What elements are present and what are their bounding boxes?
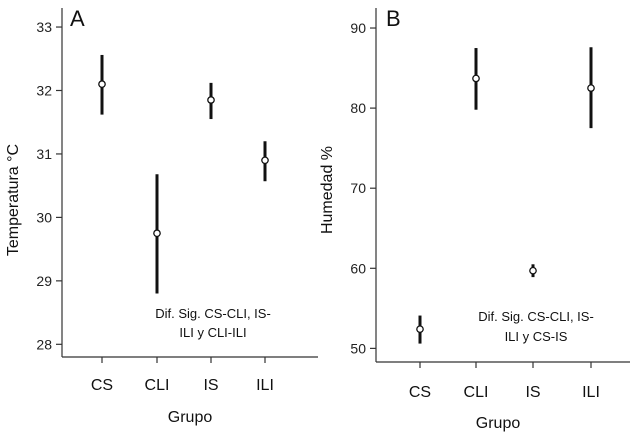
- a-annotation-line: Dif. Sig. CS-CLI, IS-: [155, 306, 271, 321]
- a-x-tick-label: IS: [203, 377, 218, 394]
- b-y-tick-label: 80: [350, 100, 366, 116]
- a-data-point: [207, 96, 215, 104]
- panel-a: 28 29 30 31 32 33 CS CLI IS ILI Grupo Temperatura °…: [5, 6, 318, 426]
- b-y-tick-label: 50: [350, 340, 366, 356]
- a-annotation-line: ILI y CLI-ILI: [179, 325, 246, 340]
- b-x-tick-label: ILI: [582, 384, 600, 401]
- b-data-point: [472, 74, 480, 83]
- b-panel-label: B: [386, 6, 401, 31]
- a-data-point: [153, 229, 161, 238]
- b-x-tick-label: CLI: [464, 384, 489, 401]
- b-data-point: [529, 266, 537, 275]
- a-y-tick-label: 30: [36, 209, 52, 225]
- a-y-axis-title: Temperatura °C: [5, 144, 22, 256]
- b-y-axis-title: Humedad %: [319, 146, 336, 234]
- b-y-tick-label: 60: [350, 260, 366, 276]
- a-y-tick-label: 31: [36, 146, 52, 162]
- a-data-point: [261, 156, 269, 165]
- a-y-tick-label: 28: [36, 336, 52, 352]
- a-x-tick-label: CS: [91, 377, 113, 394]
- a-y-tick-label: 29: [36, 273, 52, 289]
- b-y-tick-label: 70: [350, 180, 366, 196]
- b-y-tick-label: 90: [350, 20, 366, 36]
- a-x-tick-label: CLI: [145, 377, 170, 394]
- b-x-tick-label: IS: [525, 384, 540, 401]
- a-panel-label: A: [70, 6, 85, 31]
- a-y-tick-label: 32: [36, 82, 52, 98]
- b-data-point: [416, 325, 424, 334]
- panel-b: 50 60 70 80 90 CS CLI IS ILI Grupo Humedad % B Dif. …: [319, 6, 630, 432]
- b-annotation-line: ILI y CS-IS: [505, 329, 568, 344]
- a-x-tick-label: ILI: [256, 377, 274, 394]
- b-annotation-line: Dif. Sig. CS-CLI, IS-: [478, 309, 594, 324]
- b-data-point: [587, 84, 595, 92]
- a-y-tick-label: 33: [36, 19, 52, 35]
- a-x-axis-title: Grupo: [168, 409, 213, 426]
- b-x-axis-title: Grupo: [476, 415, 521, 432]
- a-data-point: [98, 80, 106, 88]
- b-x-tick-label: CS: [409, 384, 431, 401]
